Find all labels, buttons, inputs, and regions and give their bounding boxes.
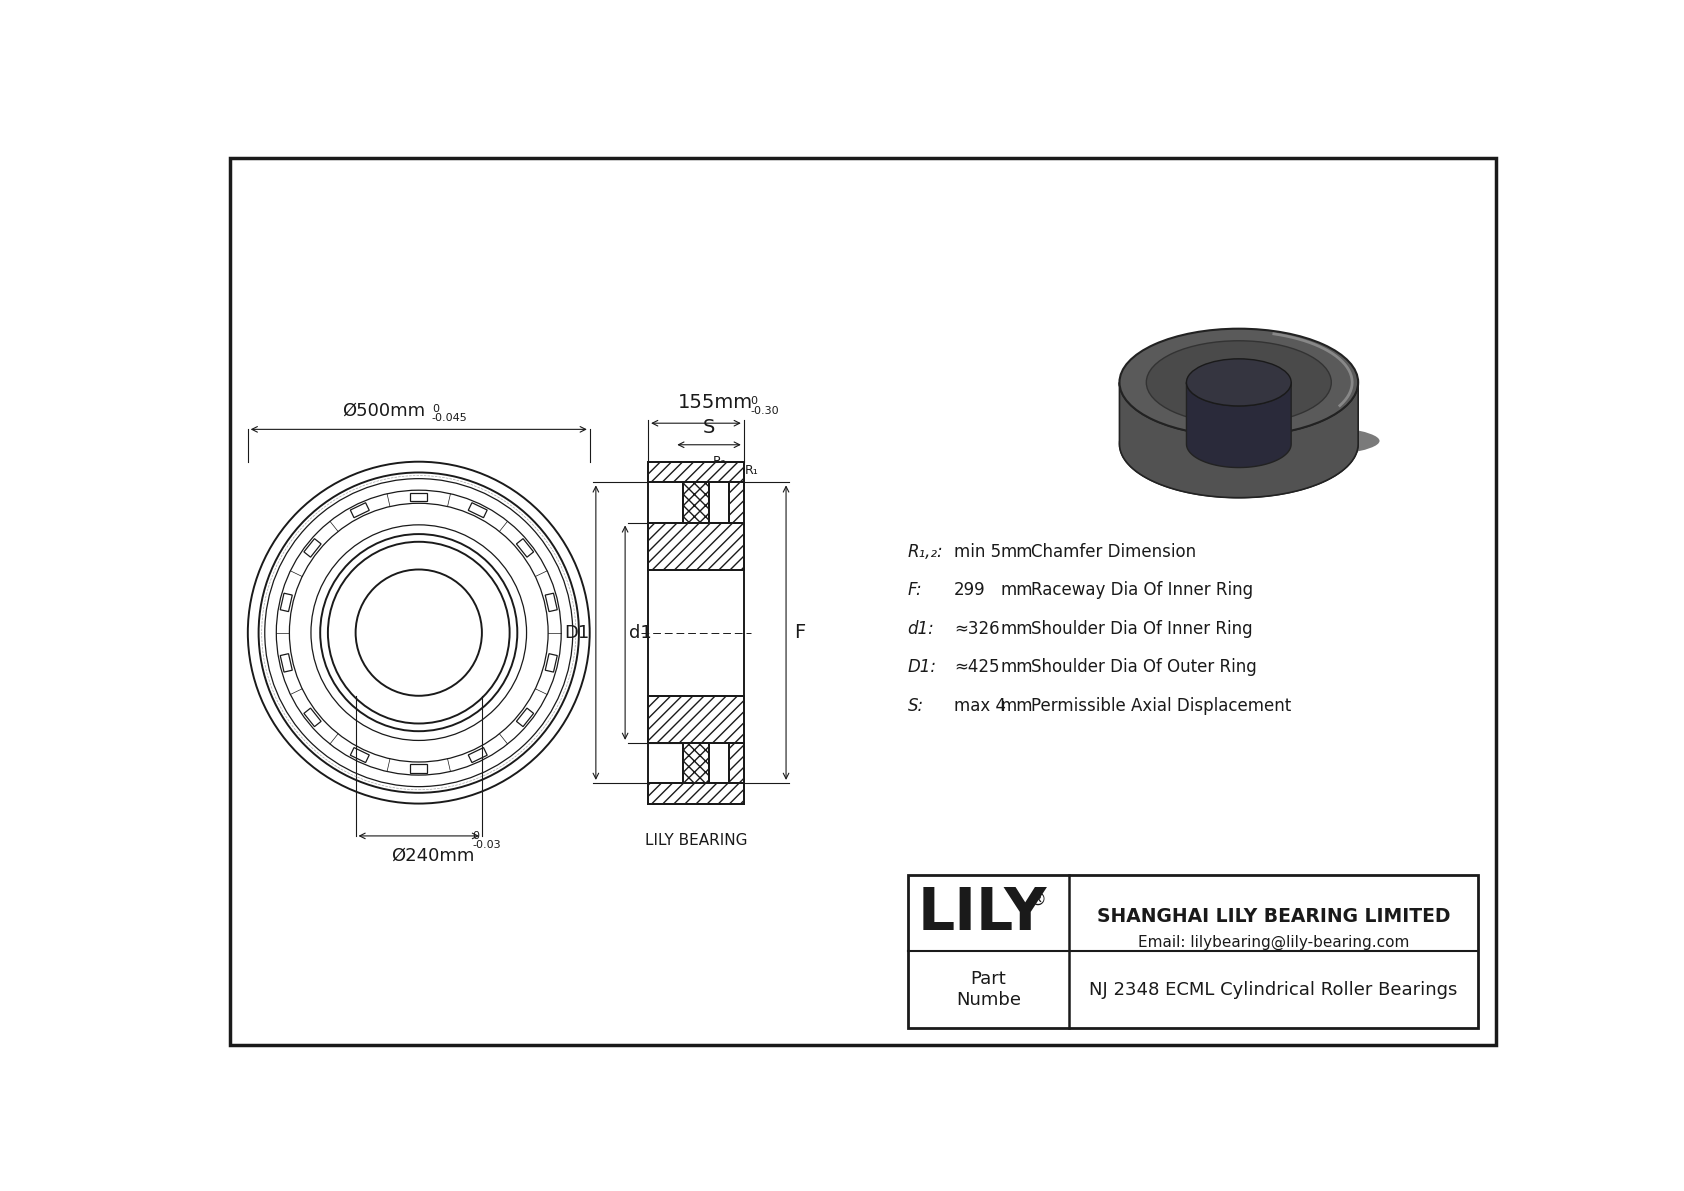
Bar	[682, 743, 709, 782]
Bar	[682, 482, 709, 523]
Bar	[648, 523, 744, 569]
Text: D1:: D1:	[908, 659, 936, 676]
Bar	[908, 875, 1477, 1028]
Text: min 5: min 5	[953, 543, 1000, 561]
Text: ≈425: ≈425	[953, 659, 999, 676]
Bar	[648, 462, 744, 482]
Text: R₂: R₂	[694, 525, 707, 538]
Bar	[648, 782, 744, 804]
Text: ≈326: ≈326	[953, 619, 1000, 638]
Text: 299: 299	[953, 581, 985, 599]
Text: -0.03: -0.03	[473, 840, 502, 850]
Text: mm: mm	[1000, 581, 1032, 599]
Text: 0: 0	[431, 404, 440, 414]
Text: d1: d1	[628, 624, 652, 642]
Ellipse shape	[1128, 422, 1379, 460]
Text: -0.30: -0.30	[751, 406, 780, 417]
Text: F: F	[793, 623, 805, 642]
Bar	[648, 782, 744, 804]
Ellipse shape	[1147, 341, 1332, 424]
Text: -0.045: -0.045	[431, 413, 468, 423]
Ellipse shape	[1120, 329, 1359, 436]
Text: 155mm: 155mm	[677, 393, 753, 412]
Text: 0: 0	[473, 830, 480, 841]
Text: LILY BEARING: LILY BEARING	[645, 833, 748, 848]
Bar	[648, 696, 744, 743]
Bar	[648, 696, 744, 743]
Text: Ø500mm: Ø500mm	[342, 403, 426, 420]
Bar	[729, 482, 744, 523]
Text: max 4: max 4	[953, 697, 1005, 715]
Text: Ø240mm: Ø240mm	[391, 847, 475, 865]
Bar	[682, 743, 709, 782]
Text: ®: ®	[1029, 891, 1046, 909]
Text: LILY: LILY	[918, 885, 1047, 942]
Polygon shape	[1120, 382, 1359, 498]
Text: SHANGHAI LILY BEARING LIMITED: SHANGHAI LILY BEARING LIMITED	[1096, 906, 1450, 925]
Text: R₁: R₁	[746, 464, 759, 478]
Text: D1: D1	[564, 624, 589, 642]
Text: Shoulder Dia Of Inner Ring: Shoulder Dia Of Inner Ring	[1031, 619, 1253, 638]
Polygon shape	[1187, 382, 1292, 468]
Bar	[729, 743, 744, 782]
Text: R₁,₂:: R₁,₂:	[908, 543, 943, 561]
Bar	[648, 462, 744, 482]
Text: NJ 2348 ECML Cylindrical Roller Bearings: NJ 2348 ECML Cylindrical Roller Bearings	[1090, 980, 1458, 998]
Bar	[729, 482, 744, 523]
Text: d1:: d1:	[908, 619, 935, 638]
Text: Shoulder Dia Of Outer Ring: Shoulder Dia Of Outer Ring	[1031, 659, 1256, 676]
Ellipse shape	[1187, 358, 1292, 406]
Text: Raceway Dia Of Inner Ring: Raceway Dia Of Inner Ring	[1031, 581, 1253, 599]
Text: Email: lilybearing@lily-bearing.com: Email: lilybearing@lily-bearing.com	[1138, 935, 1410, 950]
Text: R₁: R₁	[694, 500, 707, 513]
Text: mm: mm	[1000, 619, 1032, 638]
Text: Permissible Axial Displacement: Permissible Axial Displacement	[1031, 697, 1292, 715]
Ellipse shape	[1120, 391, 1359, 498]
Text: S:: S:	[908, 697, 925, 715]
Text: mm: mm	[1000, 659, 1032, 676]
Bar	[682, 482, 709, 523]
Text: Chamfer Dimension: Chamfer Dimension	[1031, 543, 1196, 561]
Text: S: S	[702, 418, 716, 437]
Text: Part
Numbe: Part Numbe	[957, 971, 1021, 1009]
Bar	[729, 743, 744, 782]
Text: 0: 0	[751, 397, 758, 406]
Text: mm: mm	[1000, 697, 1032, 715]
Bar	[648, 523, 744, 569]
Text: F:: F:	[908, 581, 923, 599]
Text: mm: mm	[1000, 543, 1032, 561]
Text: R₂: R₂	[712, 455, 727, 468]
